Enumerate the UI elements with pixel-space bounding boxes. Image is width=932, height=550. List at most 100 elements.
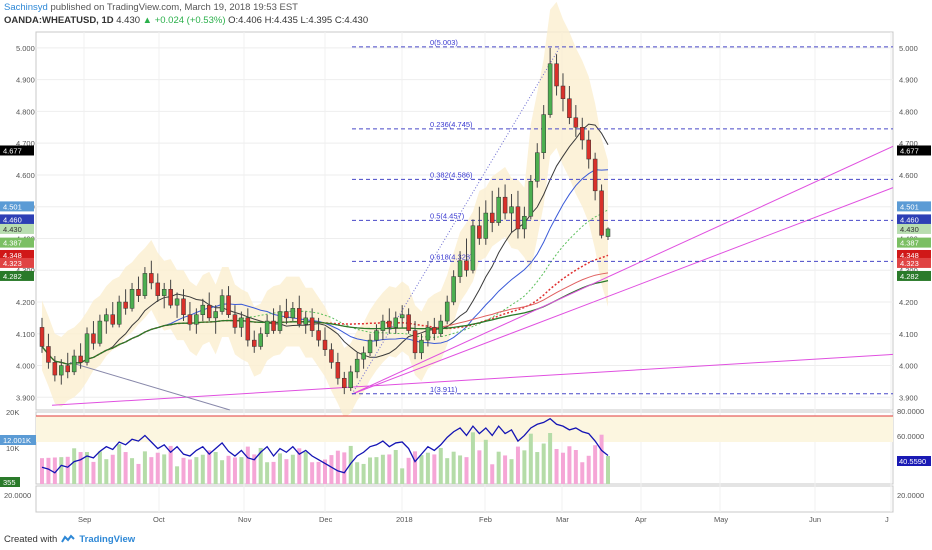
candle-body (438, 320, 444, 335)
volume-bar (265, 462, 270, 484)
candle (155, 273, 161, 302)
candle-body (586, 139, 591, 160)
candle-body (78, 355, 83, 363)
price-tick-left: 4.800 (16, 107, 35, 116)
candle-body (206, 304, 212, 319)
candle (104, 308, 109, 334)
tradingview-brand[interactable]: TradingView (79, 533, 136, 545)
candle-body (290, 308, 296, 319)
volume-bar (515, 446, 520, 484)
volume-bar (271, 461, 276, 484)
candle (573, 105, 579, 137)
candle (393, 311, 398, 334)
candle (149, 260, 154, 290)
candle-body (509, 206, 514, 214)
candle-body (348, 371, 353, 389)
volume-bar (40, 458, 44, 484)
rsi-overbought-zone (36, 416, 893, 442)
candle-body (46, 346, 51, 363)
price-badge: 4.501 (0, 201, 34, 212)
volume-bar (200, 454, 205, 484)
candle (419, 333, 424, 360)
volume-bar (110, 454, 115, 484)
candle (502, 184, 508, 220)
time-tick: Dec (319, 515, 333, 524)
candle-body (515, 206, 521, 230)
price-tick-left: 5.000 (16, 44, 35, 53)
candle (547, 47, 553, 118)
price-badge: 4.282 (0, 270, 34, 281)
volume-bar (85, 452, 90, 484)
candle-body (232, 314, 238, 328)
candle (78, 343, 83, 369)
candle (432, 317, 437, 341)
author-link[interactable]: Sachinsyd (4, 2, 48, 13)
candle (187, 302, 193, 331)
candle-body (406, 314, 411, 331)
price-tick-right: 4.300 (899, 266, 918, 275)
time-tick: May (714, 515, 728, 524)
rsi-tick: 60.0000 (897, 432, 924, 441)
candle-body (309, 317, 315, 331)
price-badge-text: 4.387 (3, 239, 22, 248)
candle (303, 311, 308, 334)
price-badge-text: 4.387 (900, 239, 919, 248)
candle (245, 308, 251, 347)
volume-bar (348, 445, 353, 484)
candle-body (245, 317, 251, 341)
candle-body (547, 63, 553, 115)
candle (361, 346, 366, 369)
candle-body (297, 308, 302, 325)
price-badge-bg (0, 237, 34, 248)
candle (496, 187, 501, 226)
price-tick-right: 4.900 (899, 76, 918, 85)
candle-body (277, 311, 283, 331)
price-tick-right: 4.700 (899, 139, 918, 148)
symbol-label: OANDA:WHEATUSD, 1D (4, 15, 114, 26)
price-tick-left: 4.100 (16, 330, 35, 339)
candle-body (412, 330, 418, 354)
price-tick-right: 4.200 (899, 298, 918, 307)
volume-bar (52, 457, 57, 484)
volume-bar (91, 461, 96, 484)
price-badge: 4.430 (897, 223, 931, 234)
volume-bar (593, 445, 598, 484)
candle-body (444, 301, 450, 322)
price-badge-text: 4.677 (900, 146, 919, 155)
low-badge-bg (0, 477, 20, 487)
trendline-upper (351, 145, 894, 395)
trendline-lower (51, 353, 894, 406)
price-change: ▲ +0.024 (+0.53%) (142, 15, 226, 26)
tradingview-logo-icon (61, 534, 76, 543)
candle (226, 286, 231, 318)
volume-bar (374, 457, 379, 484)
volume-bar (155, 452, 160, 484)
publish-info: published on TradingView.com, March 19, … (50, 2, 298, 13)
candle (322, 327, 328, 356)
candle-body (342, 377, 347, 389)
low-badge: 355 (0, 477, 20, 487)
time-tick: Mar (556, 515, 569, 524)
publish-line: Sachinsyd published on TradingView.com, … (4, 1, 924, 14)
volume-bar (303, 452, 308, 484)
volume-bar (149, 457, 154, 484)
candle-body (393, 317, 398, 328)
candle (399, 305, 405, 328)
volume-bar (207, 450, 212, 484)
volume-bar (284, 459, 289, 484)
price-badge: 4.323 (0, 257, 34, 268)
candle (335, 352, 341, 385)
candle-body (354, 358, 360, 373)
volume-bar (97, 451, 102, 484)
candle (342, 371, 347, 395)
volume-bar (335, 450, 340, 484)
volume-bar (117, 444, 122, 484)
volume-bar (181, 457, 186, 484)
volume-bar (464, 457, 469, 484)
candle-body (104, 314, 109, 322)
volume-bar (400, 468, 405, 484)
candle (110, 302, 115, 328)
price-badge-text: 4.348 (3, 251, 22, 260)
price-badge-bg (0, 249, 34, 260)
